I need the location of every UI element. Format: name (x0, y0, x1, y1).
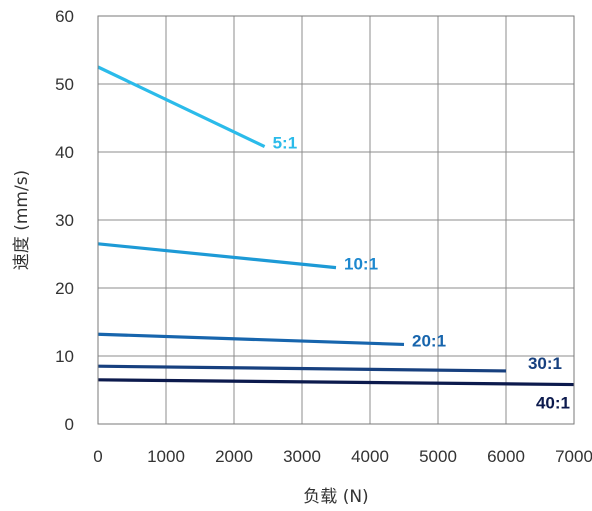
series-label: 40:1 (536, 394, 570, 413)
y-tick-label: 0 (65, 415, 74, 434)
y-tick-label: 60 (55, 7, 74, 26)
series-label: 30:1 (528, 354, 562, 373)
x-tick-label: 7000 (555, 447, 592, 466)
series-line-10-1 (97, 242, 337, 270)
x-tick-label: 1000 (147, 447, 185, 466)
y-axis-label: 速度 (mm/s) (12, 170, 32, 270)
y-tick-label: 20 (55, 279, 74, 298)
y-tick-label: 30 (55, 211, 74, 230)
x-axis-label: 负载 (N) (303, 487, 368, 507)
y-tick-label: 40 (55, 143, 74, 162)
series-line-5-1 (97, 65, 266, 149)
y-tick-label: 50 (55, 75, 74, 94)
series-label: 10:1 (344, 255, 378, 274)
plot-border (97, 15, 575, 425)
y-tick-label: 10 (55, 347, 74, 366)
x-tick-label: 0 (93, 447, 102, 466)
x-tick-labels: 0 1000 2000 3000 4000 5000 6000 7000 (93, 447, 592, 466)
series-lines (97, 65, 575, 387)
y-tick-labels: 0 10 20 30 40 50 60 (55, 7, 74, 434)
series-line-40-1 (97, 378, 575, 387)
x-tick-label: 6000 (487, 447, 525, 466)
x-tick-label: 4000 (351, 447, 389, 466)
series-line-30-1 (97, 364, 507, 373)
x-tick-label: 3000 (283, 447, 321, 466)
x-tick-label: 5000 (419, 447, 457, 466)
series-labels: 5:1 10:1 20:1 30:1 40:1 (273, 134, 570, 413)
series-label: 20:1 (412, 331, 446, 350)
series-label: 5:1 (273, 134, 298, 153)
x-tick-label: 2000 (215, 447, 253, 466)
series-line-20-1 (97, 332, 405, 347)
